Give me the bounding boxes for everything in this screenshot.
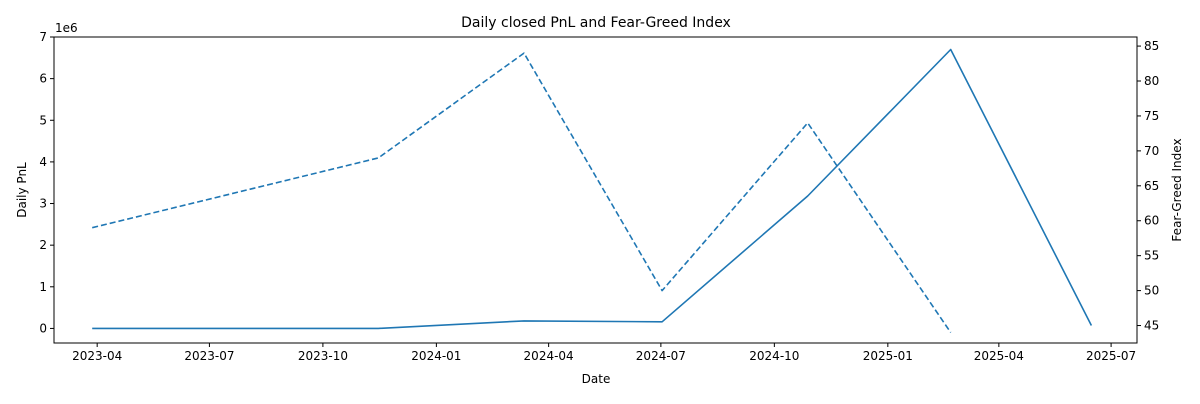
y-left-tick-label: 0 <box>39 321 47 335</box>
y-right-tick-label: 70 <box>1144 144 1159 158</box>
y-right-tick-label: 45 <box>1144 319 1159 333</box>
series-layer <box>92 48 1093 333</box>
y-left-tick-label: 5 <box>39 113 47 127</box>
daily-pnl-line <box>92 48 1093 330</box>
x-tick-label: 2024-07 <box>636 349 686 363</box>
y-left-tick-label: 1 <box>39 280 47 294</box>
y-right-tick-label: 60 <box>1144 214 1159 228</box>
y-right-tick-label: 50 <box>1144 284 1159 298</box>
x-tick-label: 2024-04 <box>524 349 574 363</box>
y-right-tick-label: 55 <box>1144 249 1159 263</box>
x-axis-label: Date <box>582 372 611 386</box>
x-tick-label: 2023-10 <box>298 349 348 363</box>
x-tick-label: 2023-07 <box>184 349 234 363</box>
x-tick-label: 2025-07 <box>1086 349 1136 363</box>
fear-greed-line <box>92 52 952 333</box>
x-tick-label: 2023-04 <box>72 349 122 363</box>
x-tick-label: 2025-04 <box>974 349 1024 363</box>
x-tick-label: 2025-01 <box>863 349 913 363</box>
y-right-tick-label: 80 <box>1144 74 1159 88</box>
y-axis-right-label: Fear-Greed Index <box>1170 138 1184 241</box>
left-axis-multiplier: 1e6 <box>55 21 78 35</box>
ticks-layer: 2023-04 2023-07 2023-10 2024-01 2024-04 2024-… <box>39 30 1159 363</box>
x-tick-label: 2024-01 <box>411 349 461 363</box>
y-left-tick-label: 4 <box>39 155 47 169</box>
plot-frame <box>53 36 1138 344</box>
y-left-tick-label: 7 <box>39 30 47 44</box>
y-axis-left-label: Daily PnL <box>15 162 29 218</box>
y-right-tick-label: 85 <box>1144 39 1159 53</box>
y-left-tick-label: 3 <box>39 197 47 211</box>
y-left-tick-label: 2 <box>39 238 47 252</box>
chart-title: Daily closed PnL and Fear-Greed Index <box>461 15 731 31</box>
y-right-tick-label: 75 <box>1144 109 1159 123</box>
x-tick-label: 2024-10 <box>749 349 799 363</box>
y-right-tick-label: 65 <box>1144 179 1159 193</box>
y-left-tick-label: 6 <box>39 72 47 86</box>
